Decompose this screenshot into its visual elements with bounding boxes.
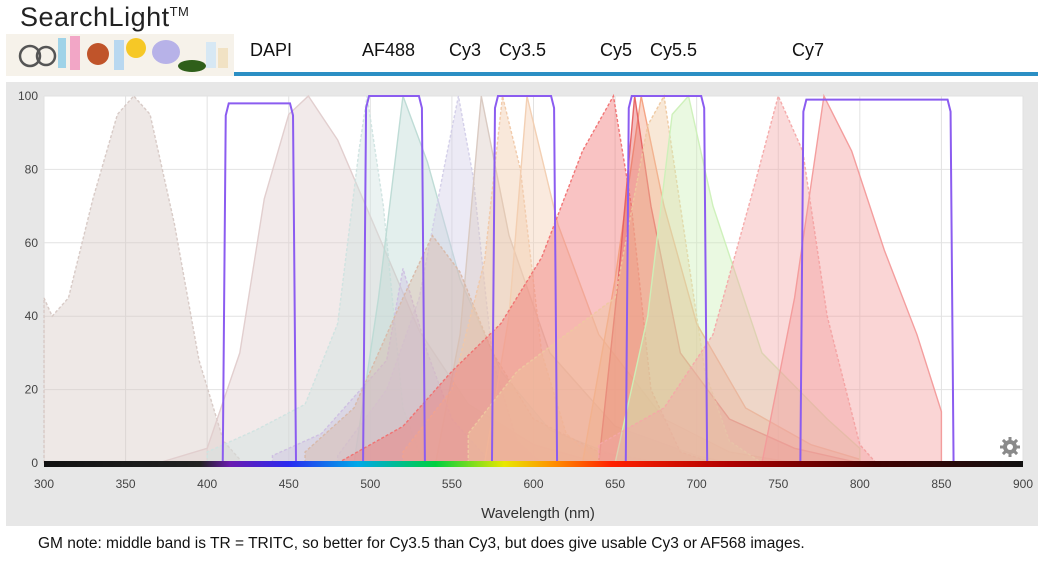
spectrum-emission-9 (483, 95, 795, 464)
spectrum-excitation-2 (206, 95, 438, 464)
y-tick-label: 40 (25, 309, 39, 323)
spectrum-excitation-0 (43, 94, 241, 464)
x-tick-label: 750 (768, 477, 788, 491)
filter-band-1 (362, 95, 426, 464)
label-cy5: Cy5 (600, 40, 633, 60)
header: SearchLightTM DAPI AF488 Cy3 Cy3.5 Cy5 C… (0, 0, 1044, 80)
spectrum-excitation-15 (598, 93, 878, 464)
x-tick-label: 550 (442, 477, 462, 491)
x-axis-ticks: 300 350 400 450 500 550 600 650 700 750 800 850 900 (34, 477, 1033, 491)
header-divider (234, 72, 1038, 76)
settings-gear-icon[interactable] (1000, 437, 1020, 457)
filter-band-4 (799, 98, 955, 464)
spectrum-excitation-6 (271, 268, 486, 464)
label-cy5-5: Cy5.5 (650, 40, 698, 60)
brand-name: SearchLight (20, 2, 170, 32)
spectrum-emission-16 (761, 93, 943, 464)
logo-illustration (6, 34, 234, 76)
x-tick-label: 400 (197, 477, 217, 491)
spectrum-excitation-10 (335, 93, 714, 464)
x-tick-label: 700 (687, 477, 707, 491)
x-axis-label: Wavelength (nm) (481, 505, 595, 522)
label-af488: AF488 (362, 40, 416, 60)
y-tick-label: 20 (25, 383, 39, 397)
filter-band-3 (624, 95, 709, 464)
note-text: GM note: middle band is TR = TRITC, so b… (38, 535, 805, 552)
filter-bands (221, 95, 955, 464)
spectrum-bar (44, 461, 1023, 467)
x-tick-label: 850 (931, 477, 951, 491)
filter-band-0 (221, 102, 298, 464)
spectrum-emission-12 (597, 95, 860, 464)
y-tick-label: 60 (25, 236, 39, 250)
spectra-chart: 300 350 400 450 500 550 600 650 700 750 800 850 900 … (6, 82, 1038, 526)
spectrum-excitation-7 (304, 234, 665, 464)
label-cy3: Cy3 (449, 40, 482, 60)
trademark: TM (169, 4, 190, 19)
spectrum-emission-5 (434, 95, 730, 464)
spectrum-excitation-8 (402, 95, 601, 464)
y-axis-ticks: 0 20 40 60 80 100 (18, 89, 38, 470)
x-tick-label: 650 (605, 477, 625, 491)
y-tick-label: 100 (18, 89, 38, 103)
spectrum-emission-14 (614, 94, 861, 464)
x-tick-label: 350 (116, 477, 136, 491)
x-tick-label: 500 (360, 477, 380, 491)
label-dapi: DAPI (250, 40, 293, 60)
label-cy7: Cy7 (792, 40, 825, 60)
x-tick-label: 900 (1013, 477, 1033, 491)
y-tick-label: 80 (25, 162, 39, 176)
spectrum-emission-1 (158, 94, 599, 464)
spectra-curves (43, 93, 943, 464)
spectrum-excitation-4 (337, 95, 544, 464)
x-tick-label: 300 (34, 477, 54, 491)
x-tick-label: 600 (523, 477, 543, 491)
x-tick-label: 450 (279, 477, 299, 491)
brand-logo: SearchLightTM (20, 2, 189, 33)
label-cy3-5: Cy3.5 (499, 40, 547, 60)
y-tick-label: 0 (31, 456, 38, 470)
x-tick-label: 800 (850, 477, 870, 491)
filter-band-2 (490, 95, 559, 464)
